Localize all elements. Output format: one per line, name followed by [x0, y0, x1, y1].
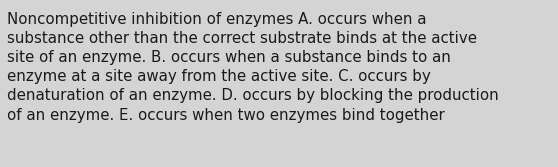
Text: Noncompetitive inhibition of enzymes A. occurs when a
substance other than the c: Noncompetitive inhibition of enzymes A. …	[7, 12, 499, 123]
